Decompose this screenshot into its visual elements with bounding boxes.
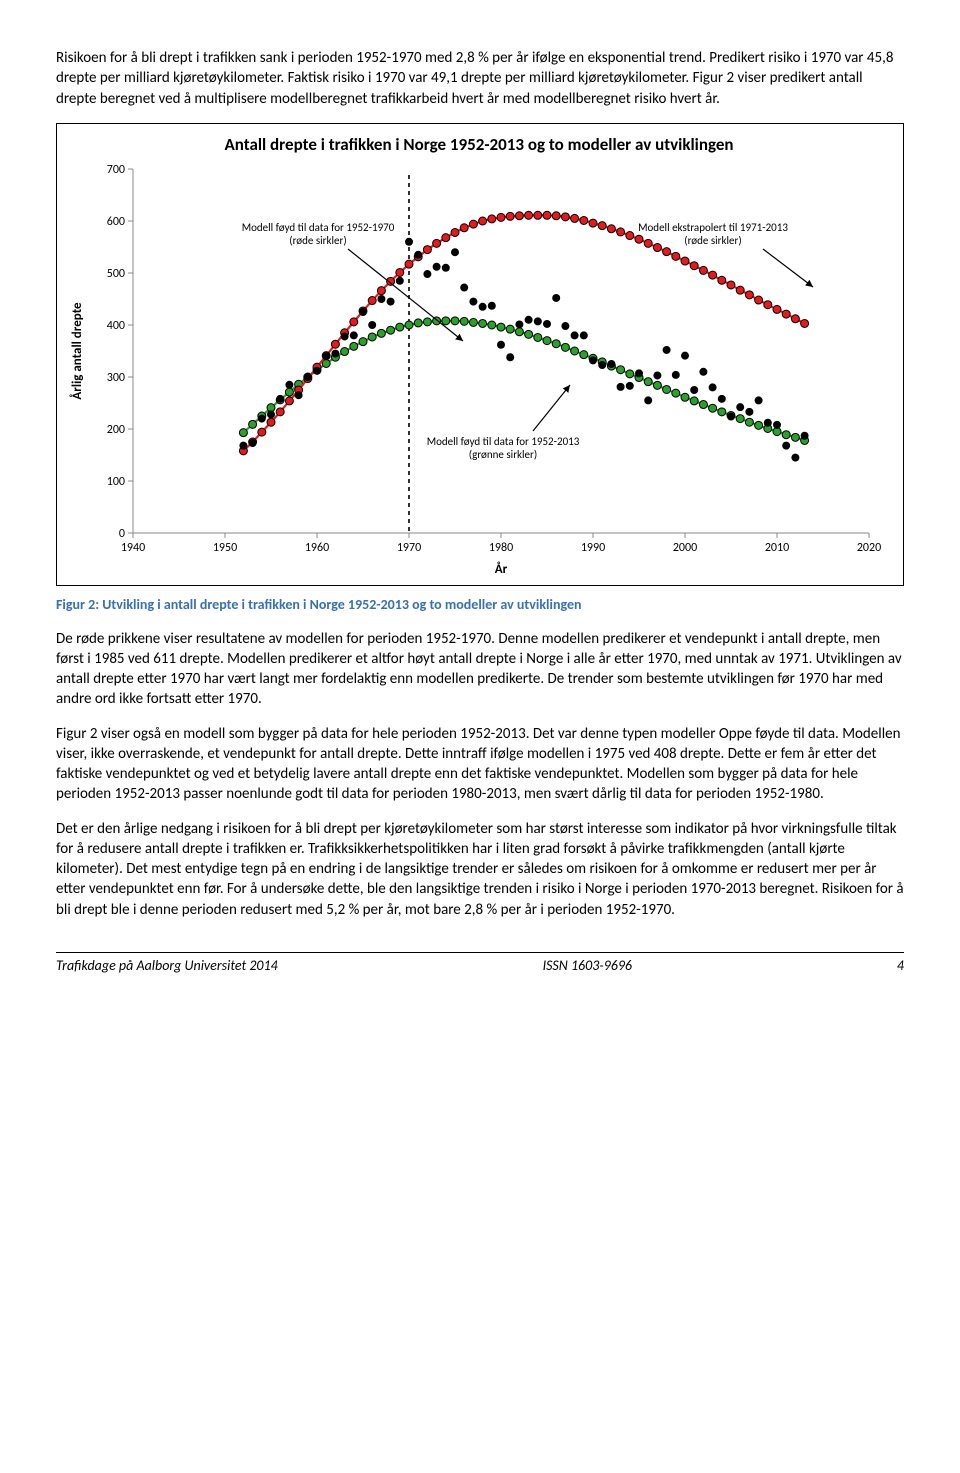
svg-text:Modell ekstrapolert til 1971-2: Modell ekstrapolert til 1971-2013	[638, 221, 788, 234]
footer-issn: ISSN 1603-9696	[543, 957, 632, 976]
svg-text:300: 300	[107, 371, 125, 385]
svg-text:1980: 1980	[489, 541, 513, 555]
svg-text:2010: 2010	[765, 541, 789, 555]
svg-text:600: 600	[107, 215, 125, 229]
svg-text:Modell føyd til data for 1952-: Modell føyd til data for 1952-1970	[242, 221, 395, 234]
svg-text:1990: 1990	[581, 541, 605, 555]
svg-text:1960: 1960	[305, 541, 329, 555]
intro-paragraph: Risikoen for å bli drept i trafikken san…	[56, 48, 904, 109]
figure-2-caption: Figur 2: Utvikling i antall drepte i tra…	[56, 596, 904, 615]
svg-text:Årlig antall drepte: Årlig antall drepte	[69, 302, 85, 400]
body-para-1: De røde prikkene viser resultatene av mo…	[56, 629, 904, 710]
svg-text:2020: 2020	[857, 541, 881, 555]
svg-text:400: 400	[107, 319, 125, 333]
svg-text:500: 500	[107, 267, 125, 281]
svg-text:2000: 2000	[673, 541, 697, 555]
svg-text:1970: 1970	[397, 541, 421, 555]
figure-2-container: Antall drepte i trafikken i Norge 1952-2…	[56, 123, 904, 586]
svg-text:År: År	[495, 561, 508, 577]
footer-conference: Trafikdage på Aalborg Universitet 2014	[56, 957, 278, 976]
svg-text:0: 0	[119, 527, 125, 541]
chart-title: Antall drepte i trafikken i Norge 1952-2…	[63, 134, 895, 157]
body-para-2: Figur 2 viser også en modell som bygger …	[56, 724, 904, 805]
svg-text:1950: 1950	[213, 541, 237, 555]
svg-text:(røde sirkler): (røde sirkler)	[289, 234, 346, 247]
svg-text:(røde sirkler): (røde sirkler)	[684, 234, 741, 247]
svg-text:700: 700	[107, 163, 125, 177]
page-footer: Trafikdage på Aalborg Universitet 2014 I…	[56, 952, 904, 976]
svg-text:1940: 1940	[121, 541, 145, 555]
footer-page-number: 4	[897, 957, 904, 976]
svg-text:100: 100	[107, 475, 125, 489]
svg-text:Modell føyd til data for 1952-: Modell føyd til data for 1952-2013	[427, 435, 580, 448]
svg-text:200: 200	[107, 423, 125, 437]
chart-svg: 0 100 200 300 400 500 600 700 1940 1950 1960 1970 19…	[63, 159, 883, 579]
body-para-3: Det er den årlige nedgang i risikoen for…	[56, 819, 904, 920]
svg-text:(grønne sirkler): (grønne sirkler)	[469, 448, 537, 461]
